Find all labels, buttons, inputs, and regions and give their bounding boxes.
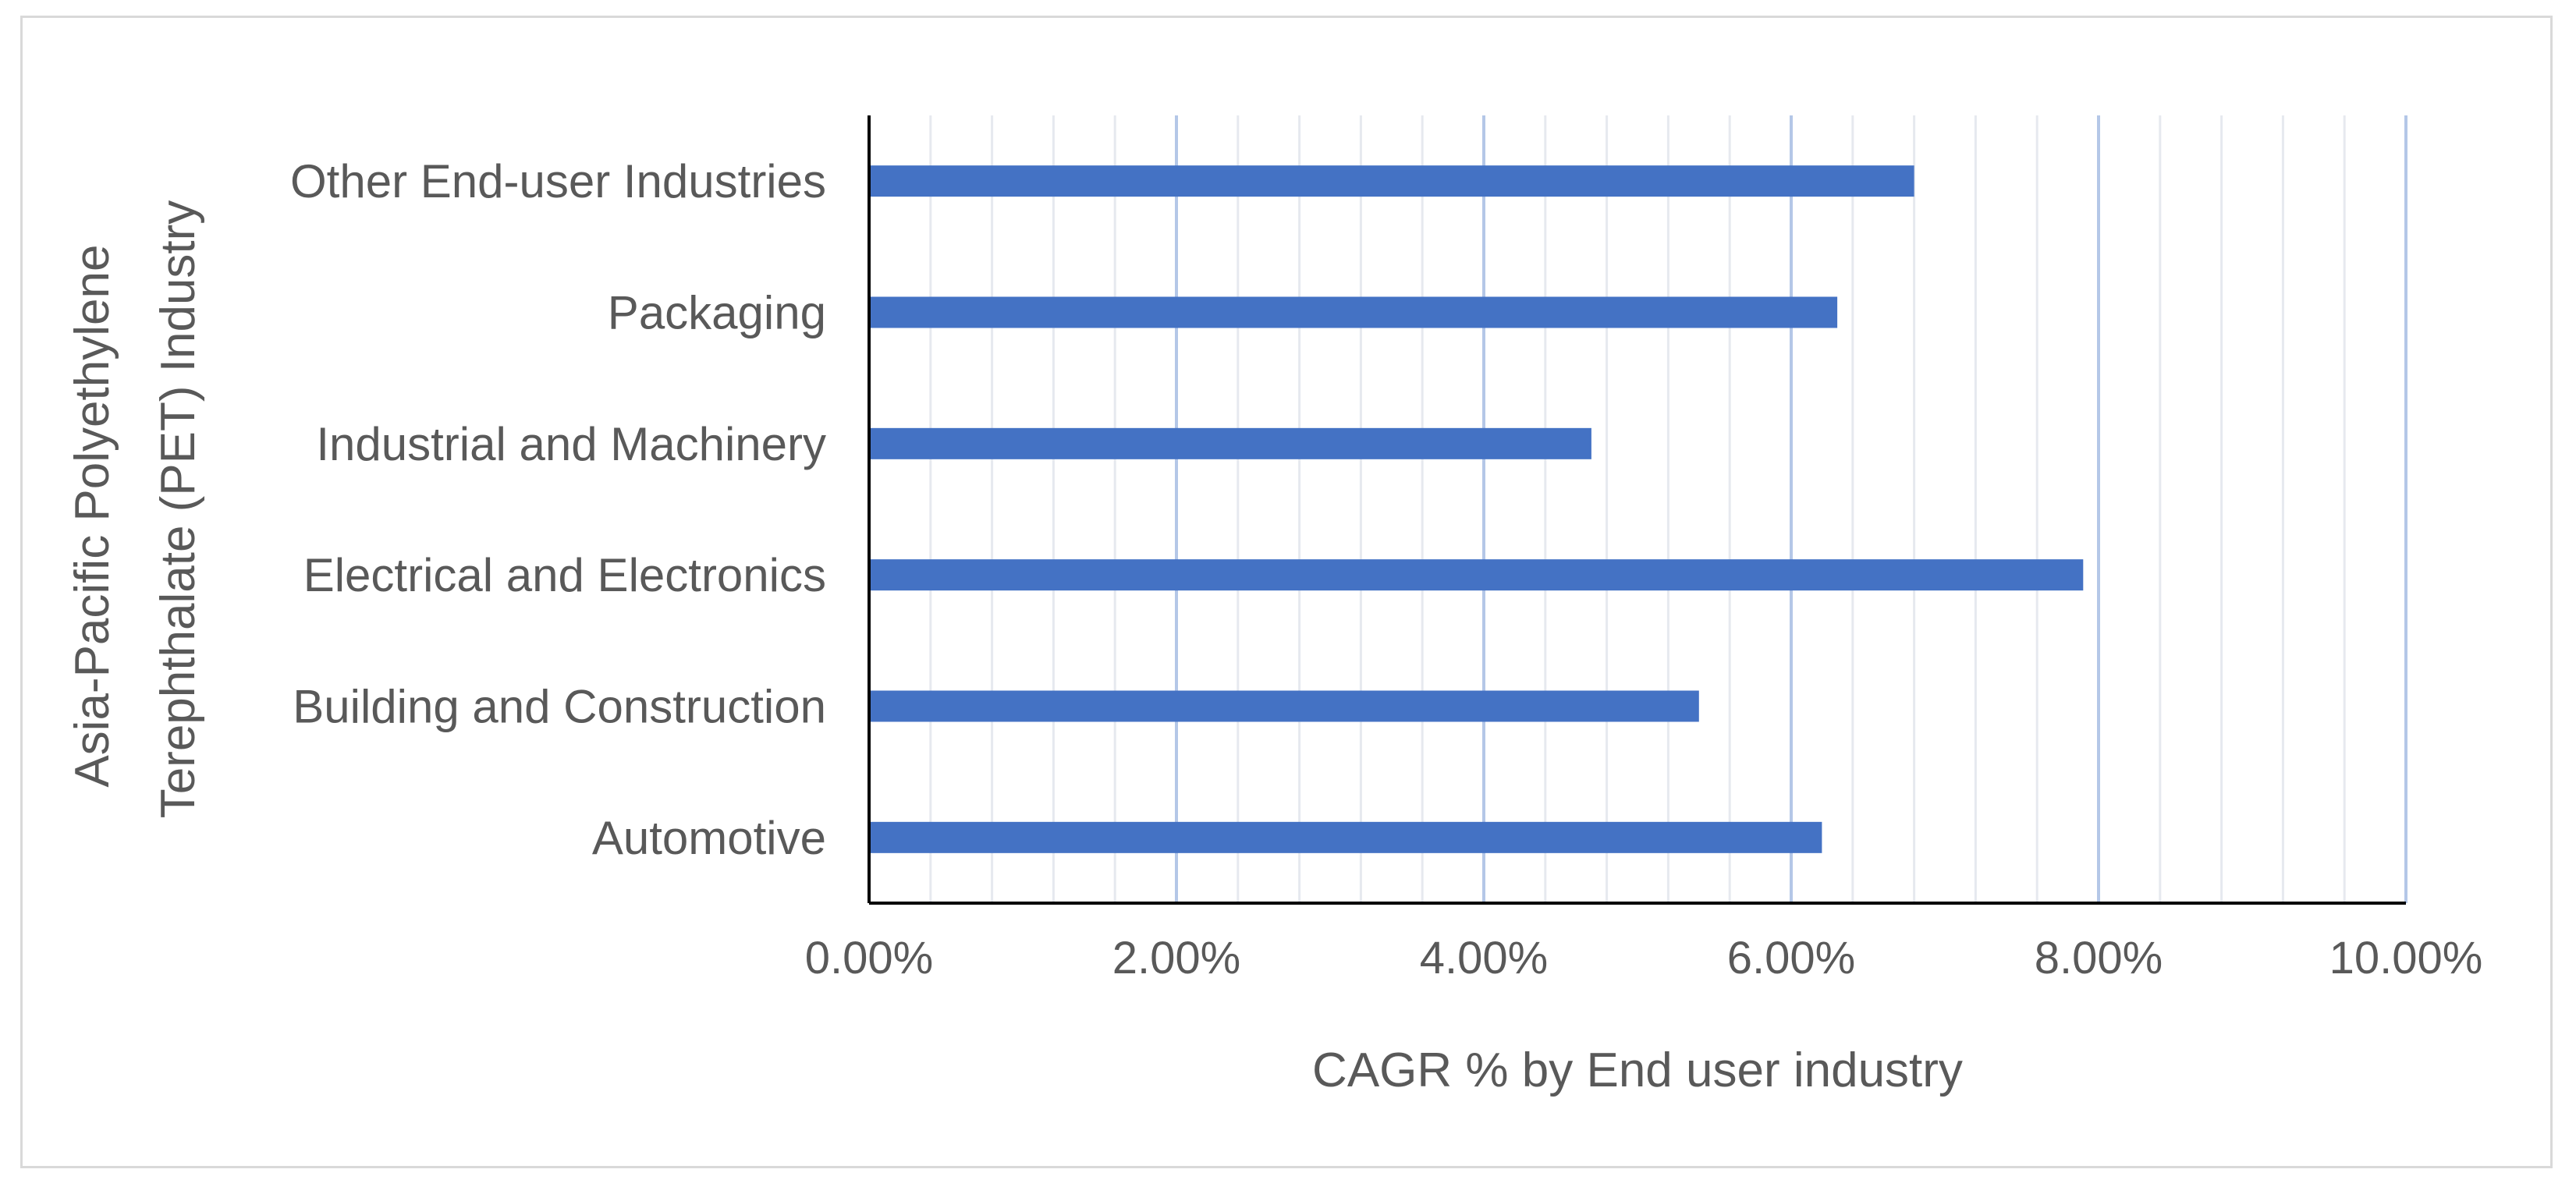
x-tick-label: 6.00% — [1727, 933, 1855, 983]
bar — [869, 559, 2084, 591]
chart-frame: Automotive Building and Construction Elect… — [20, 16, 2553, 1168]
category-label: Other End-user Industries — [290, 155, 826, 207]
x-tick-label: 10.00% — [2329, 933, 2483, 983]
y-axis-title-line-1: Asia-Pacific Polyethylene — [66, 245, 119, 788]
category-labels: Automotive Building and Construction Elect… — [290, 155, 826, 864]
bar — [869, 296, 1838, 328]
x-tick-label: 8.00% — [2035, 933, 2163, 983]
x-tick-label: 4.00% — [1420, 933, 1548, 983]
x-tick-label: 0.00% — [805, 933, 933, 983]
bar — [869, 165, 1914, 197]
axes — [868, 115, 2406, 905]
x-tick-label: 2.00% — [1112, 933, 1240, 983]
y-axis-title: Asia-Pacific Polyethylene Terephthalate … — [66, 200, 205, 819]
x-tick-labels: 0.00% 2.00% 4.00% 6.00% 8.00% 10.00% — [805, 933, 2483, 983]
bar — [869, 821, 1822, 853]
category-label: Building and Construction — [293, 681, 826, 733]
chart-canvas: Automotive Building and Construction Elect… — [66, 115, 2483, 1097]
category-label: Automotive — [592, 812, 826, 864]
category-label: Packaging — [608, 287, 826, 339]
gridlines — [929, 115, 2407, 903]
category-label: Industrial and Machinery — [316, 418, 826, 470]
x-axis-title: CAGR % by End user industry — [1312, 1043, 1963, 1097]
bar — [869, 427, 1591, 459]
y-axis-title-line-2: Terephthalate (PET) Industry — [151, 200, 205, 819]
bar — [869, 690, 1699, 722]
bars — [869, 165, 2084, 853]
category-label: Electrical and Electronics — [303, 549, 826, 601]
